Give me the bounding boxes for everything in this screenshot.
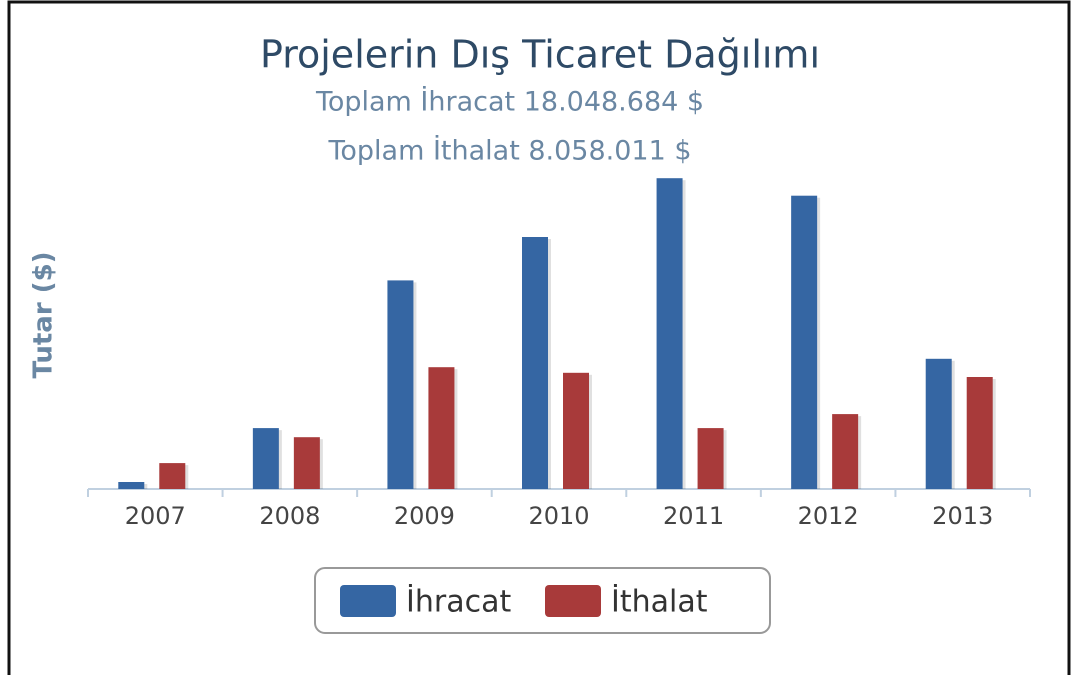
legend-box xyxy=(314,567,771,634)
x-tick-label: 2011 xyxy=(663,502,724,530)
bar xyxy=(563,372,589,489)
x-tick-label: 2010 xyxy=(528,502,589,530)
bar xyxy=(791,195,818,489)
x-tick-label: 2009 xyxy=(394,502,455,530)
bar xyxy=(966,377,993,489)
chart-subtitle: Toplam İhracat 18.048.684 $ xyxy=(315,86,704,118)
bar xyxy=(252,428,279,489)
legend-label: İthalat xyxy=(611,584,708,620)
x-tick-label: 2008 xyxy=(259,502,320,530)
x-tick-label: 2012 xyxy=(798,502,859,530)
bar xyxy=(832,414,859,489)
x-tick-label: 2013 xyxy=(932,502,993,530)
y-axis-label: Tutar ($) xyxy=(29,251,59,378)
bar xyxy=(925,358,952,489)
chart-title: Projelerin Dış Ticaret Dağılımı xyxy=(260,33,820,77)
x-tick-label: 2007 xyxy=(125,502,186,530)
bar xyxy=(293,437,320,489)
bar xyxy=(522,237,548,489)
bar xyxy=(428,367,455,489)
bar xyxy=(387,280,414,489)
chart-subtitle: Toplam İthalat 8.058.011 $ xyxy=(327,135,691,167)
bar xyxy=(118,482,145,489)
legend-label: İhracat xyxy=(406,584,511,620)
bar xyxy=(697,428,724,489)
bar xyxy=(656,178,683,489)
legend-swatch xyxy=(340,585,396,617)
legend-swatch xyxy=(545,585,601,617)
bar xyxy=(159,463,186,489)
